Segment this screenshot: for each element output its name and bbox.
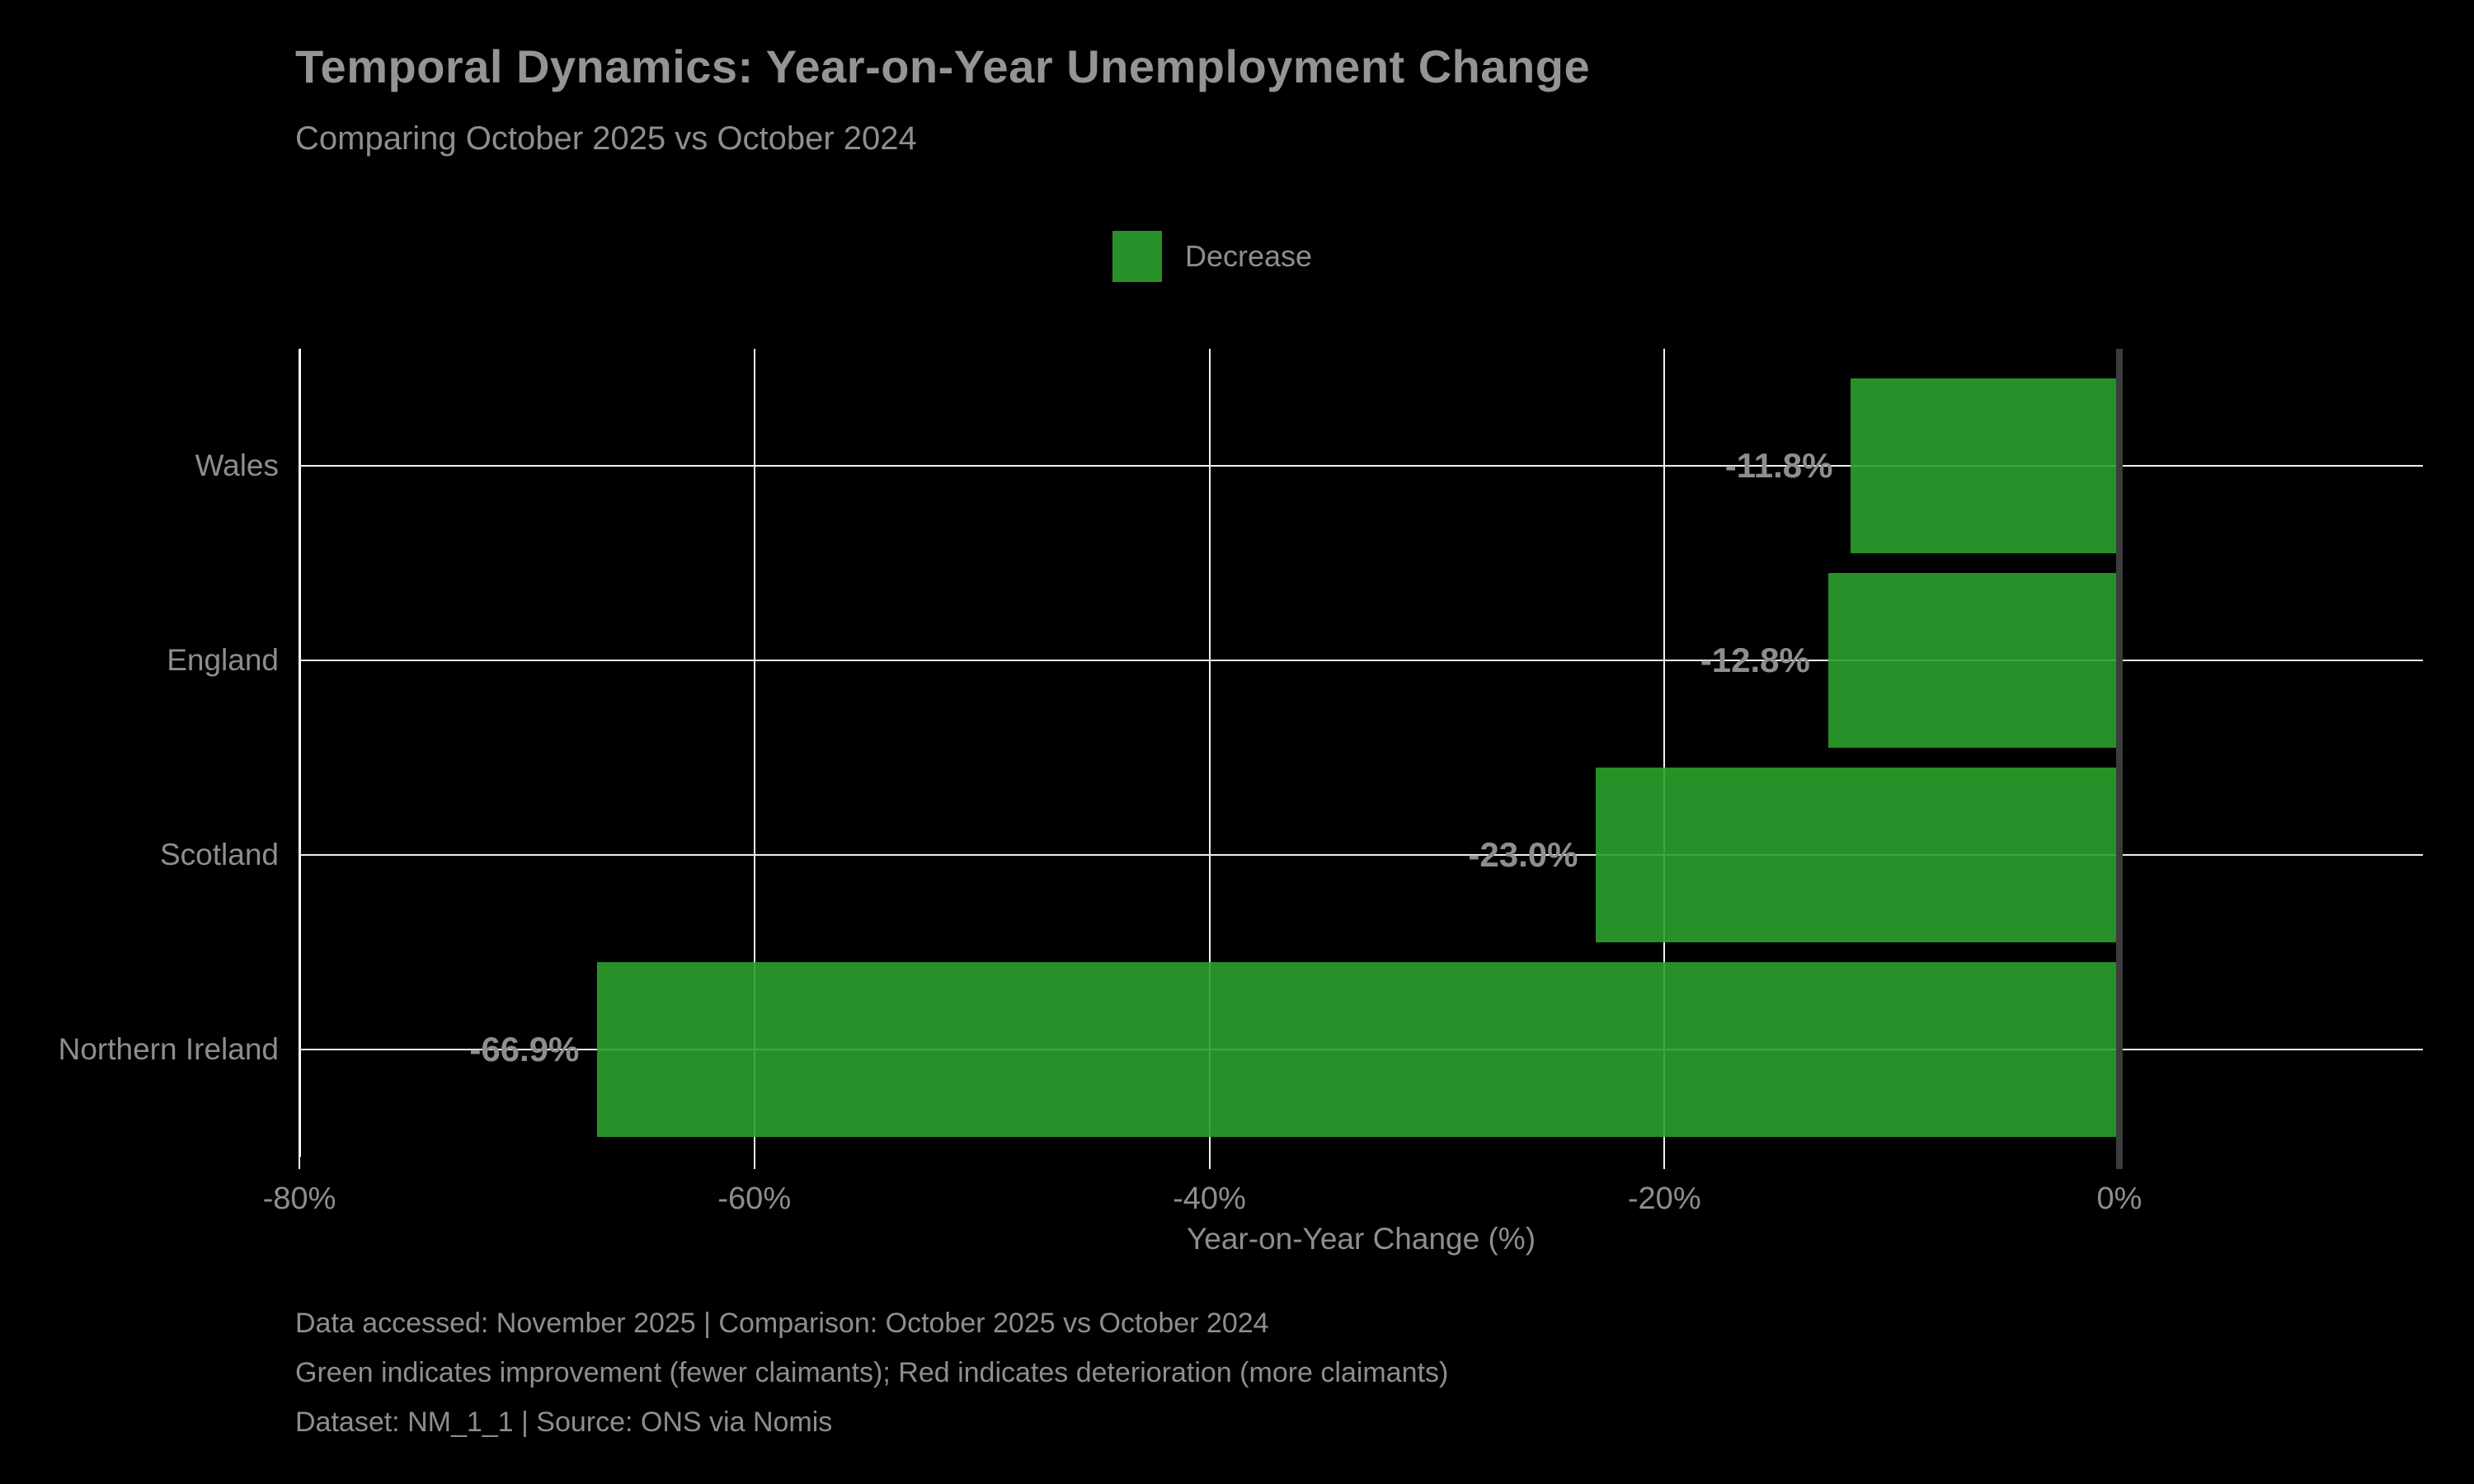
bar-wales bbox=[1851, 378, 2119, 553]
chart-title: Temporal Dynamics: Year-on-Year Unemploy… bbox=[295, 40, 1591, 92]
bar-england bbox=[1827, 573, 2119, 748]
y-gridline-wales bbox=[299, 465, 2423, 467]
x-tick-mark--80% bbox=[299, 1157, 300, 1169]
bar-value-label-scotland: -23.0% bbox=[1468, 835, 1578, 874]
bar-value-label-england: -12.8% bbox=[1700, 641, 1810, 679]
y-axis-label-england: England bbox=[167, 643, 279, 677]
y-axis-label-scotland: Scotland bbox=[160, 838, 279, 871]
x-tick-mark--60% bbox=[753, 1157, 755, 1169]
zero-axis-line bbox=[2116, 349, 2123, 1169]
x-tick-mark--40% bbox=[1208, 1157, 1211, 1169]
bar-northern-ireland bbox=[597, 962, 2119, 1137]
x-tick-label-0%: 0% bbox=[2096, 1181, 2142, 1216]
x-tick-mark--20% bbox=[1663, 1157, 1666, 1169]
footer-source: Dataset: NM_1_1 | Source: ONS via Nomis bbox=[295, 1407, 833, 1438]
x-gridline--40% bbox=[1208, 349, 1211, 1157]
bar-value-label-northern-ireland: -66.9% bbox=[469, 1030, 580, 1068]
chart-subtitle: Comparing October 2025 vs October 2024 bbox=[295, 120, 917, 157]
y-axis-label-northern-ireland: Northern Ireland bbox=[58, 1032, 279, 1066]
bar-scotland bbox=[1596, 768, 2119, 942]
y-axis-spine bbox=[299, 349, 301, 1157]
x-gridline--60% bbox=[753, 349, 755, 1157]
y-gridline-england bbox=[299, 660, 2423, 661]
y-axis-label-wales: Wales bbox=[195, 448, 279, 482]
x-tick-label--60%: -60% bbox=[717, 1181, 792, 1216]
x-tick-label--40%: -40% bbox=[1173, 1181, 1246, 1216]
x-gridline--20% bbox=[1663, 349, 1666, 1157]
x-tick-label--20%: -20% bbox=[1627, 1181, 1701, 1216]
legend-swatch-green bbox=[1112, 231, 1162, 282]
x-tick-label--80%: -80% bbox=[262, 1181, 336, 1216]
legend: Decrease bbox=[0, 231, 2474, 282]
bar-value-label-wales: -11.8% bbox=[1724, 446, 1833, 485]
legend-entry-decrease: Decrease bbox=[1112, 231, 1312, 282]
footer-data-accessed: Data accessed: November 2025 | Compariso… bbox=[295, 1308, 1269, 1339]
x-axis-title: Year-on-Year Change (%) bbox=[1186, 1222, 1536, 1256]
y-gridline-scotland bbox=[299, 854, 2423, 856]
legend-label: Decrease bbox=[1184, 239, 1313, 273]
footer-color-key: Green indicates improvement (fewer claim… bbox=[295, 1357, 1449, 1388]
